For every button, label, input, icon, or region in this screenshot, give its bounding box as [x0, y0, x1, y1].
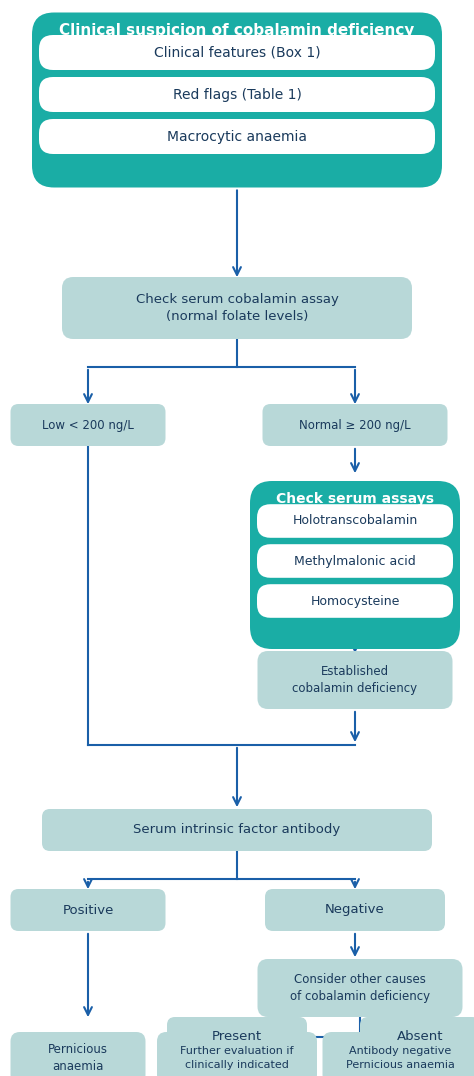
Text: Absent: Absent [397, 1030, 443, 1043]
FancyBboxPatch shape [39, 77, 435, 112]
FancyBboxPatch shape [157, 1032, 317, 1076]
FancyBboxPatch shape [167, 1017, 307, 1054]
Text: Consider other causes
of cobalamin deficiency: Consider other causes of cobalamin defic… [290, 973, 430, 1003]
FancyBboxPatch shape [42, 809, 432, 851]
FancyBboxPatch shape [263, 404, 447, 445]
Text: Low < 200 ng/L: Low < 200 ng/L [42, 419, 134, 431]
Text: Antibody negative
Pernicious anaemia: Antibody negative Pernicious anaemia [346, 1046, 455, 1070]
FancyBboxPatch shape [265, 889, 445, 931]
FancyBboxPatch shape [10, 404, 165, 445]
FancyBboxPatch shape [257, 651, 453, 709]
FancyBboxPatch shape [10, 889, 165, 931]
FancyBboxPatch shape [257, 584, 453, 618]
Text: Negative: Negative [325, 904, 385, 917]
FancyBboxPatch shape [39, 119, 435, 154]
FancyBboxPatch shape [39, 36, 435, 70]
FancyBboxPatch shape [257, 505, 453, 538]
FancyBboxPatch shape [62, 277, 412, 339]
Text: Positive: Positive [62, 904, 114, 917]
Text: Serum intrinsic factor antibody: Serum intrinsic factor antibody [133, 823, 341, 836]
Text: Pernicious
anaemia: Pernicious anaemia [48, 1043, 108, 1073]
FancyBboxPatch shape [360, 1017, 474, 1054]
FancyBboxPatch shape [257, 544, 453, 578]
FancyBboxPatch shape [32, 13, 442, 187]
Text: Clinical suspicion of cobalamin deficiency: Clinical suspicion of cobalamin deficien… [59, 23, 415, 38]
Text: Macrocytic anaemia: Macrocytic anaemia [167, 129, 307, 143]
FancyBboxPatch shape [257, 959, 463, 1017]
Text: Methylmalonic acid: Methylmalonic acid [294, 554, 416, 567]
Text: Clinical features (Box 1): Clinical features (Box 1) [154, 45, 320, 59]
Text: Established
cobalamin deficiency: Established cobalamin deficiency [292, 665, 418, 695]
Text: Normal ≥ 200 ng/L: Normal ≥ 200 ng/L [299, 419, 411, 431]
Text: Holotranscobalamin: Holotranscobalamin [292, 514, 418, 527]
Text: Further evaluation if
clinically indicated: Further evaluation if clinically indicat… [180, 1046, 294, 1070]
Text: Check serum assays: Check serum assays [276, 492, 434, 506]
Text: Check serum cobalamin assay
(normal folate levels): Check serum cobalamin assay (normal fola… [136, 293, 338, 323]
FancyBboxPatch shape [322, 1032, 474, 1076]
Text: Homocysteine: Homocysteine [310, 595, 400, 608]
FancyBboxPatch shape [250, 481, 460, 649]
FancyBboxPatch shape [10, 1032, 146, 1076]
Text: Red flags (Table 1): Red flags (Table 1) [173, 87, 301, 101]
Text: Present: Present [212, 1030, 262, 1043]
